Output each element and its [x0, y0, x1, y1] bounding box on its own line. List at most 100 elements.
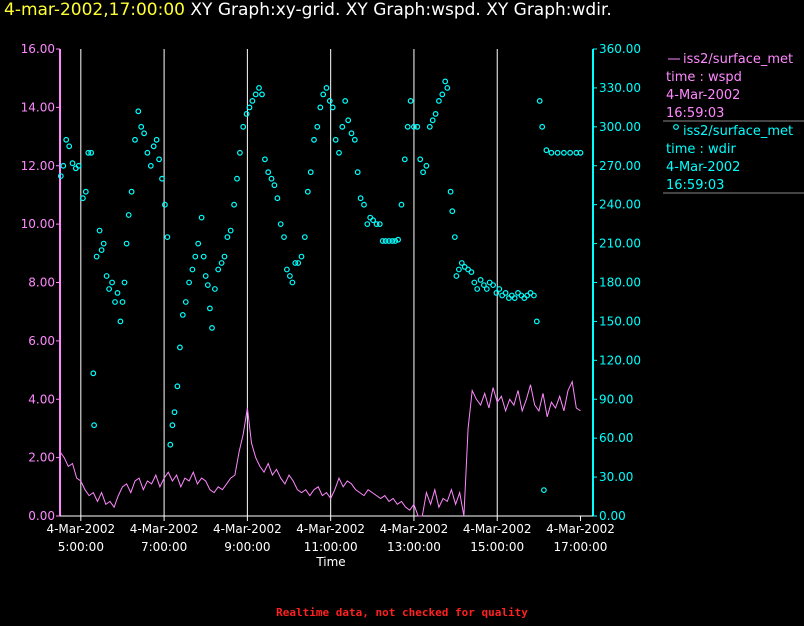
wdir-point	[153, 136, 160, 143]
legend-series-date: 4-Mar-2002	[666, 88, 740, 103]
wdir-point	[82, 188, 89, 195]
wdir-point	[496, 286, 503, 292]
wdir-point	[200, 253, 207, 260]
wdir-point	[249, 97, 256, 104]
wdir-point	[277, 221, 284, 228]
wdir-point	[287, 273, 293, 279]
wdir-point	[198, 214, 205, 221]
y-left-tick-label: 14.00	[21, 100, 55, 114]
x-tick-label-date: 4-Mar-2002	[546, 522, 615, 536]
y-right-tick-label: 60.00	[599, 431, 633, 445]
wdir-point	[109, 279, 115, 286]
quality-note: Realtime data, not checked for quality	[276, 606, 528, 619]
wdir-point	[66, 143, 73, 150]
wdir-point	[246, 104, 253, 111]
wdir-point	[103, 273, 110, 279]
wdir-point	[429, 117, 436, 124]
y-left-tick-label: 2.00	[28, 451, 55, 465]
y-left-tick-label: 8.00	[28, 276, 55, 290]
wdir-point	[57, 173, 64, 180]
wdir-point	[336, 149, 342, 156]
wdir-point	[411, 123, 417, 130]
wdir-point	[202, 273, 209, 279]
wdir-point	[231, 201, 238, 208]
x-tick-label-date: 4-Mar-2002	[213, 522, 282, 536]
wdir-point	[150, 143, 157, 150]
x-tick-label-time: 17:00:00	[554, 540, 608, 554]
wdir-point	[215, 266, 222, 273]
wdir-point	[295, 260, 302, 266]
wdir-point	[389, 238, 396, 244]
y-right-tick-label: 330.00	[599, 81, 641, 95]
legend-series-source: iss2/surface_met	[683, 124, 793, 139]
wdir-point	[521, 295, 528, 302]
wdir-point	[284, 266, 290, 273]
y-right-tick-label: 180.00	[599, 276, 641, 290]
wdir-point	[161, 201, 168, 208]
x-tick-label-date: 4-Mar-2002	[130, 522, 199, 536]
y-right-tick-label: 90.00	[599, 392, 633, 406]
x-tick-label-date: 4-Mar-2002	[46, 522, 115, 536]
wdir-point	[382, 238, 389, 244]
wdir-point	[339, 123, 346, 130]
y-right-tick-label: 270.00	[599, 159, 641, 173]
wdir-point	[453, 273, 460, 279]
wdir-point	[539, 123, 546, 130]
wdir-point	[567, 149, 573, 156]
wdir-point	[262, 156, 268, 163]
wdir-point	[289, 279, 296, 286]
wdir-point	[458, 260, 465, 266]
wdir-point	[236, 149, 243, 156]
wdir-point	[577, 149, 584, 156]
wdir-point	[252, 91, 259, 98]
x-tick-label-date: 4-Mar-2002	[463, 522, 532, 536]
wdir-point	[90, 370, 97, 377]
wdir-point	[227, 227, 234, 234]
wdir-point	[138, 123, 145, 130]
wdir-point	[304, 188, 311, 195]
wdir-point	[326, 97, 333, 104]
wdir-point	[91, 422, 97, 429]
wdir-point	[386, 238, 392, 244]
wdir-point	[317, 104, 324, 111]
wdir-point	[169, 422, 176, 429]
series-wdir	[57, 78, 584, 494]
y-left-tick-label: 12.00	[21, 159, 55, 173]
y-right-tick-label: 150.00	[599, 314, 641, 328]
wdir-point	[112, 299, 118, 305]
wdir-point	[554, 149, 561, 156]
wdir-point	[100, 240, 107, 247]
x-tick-label-time: 11:00:00	[304, 540, 358, 554]
wdir-point	[221, 253, 228, 260]
wdir-point	[543, 147, 550, 154]
wdir-point	[471, 279, 478, 286]
x-tick-label-date: 4-Mar-2002	[296, 522, 365, 536]
wdir-point	[541, 487, 547, 494]
wdir-point	[114, 290, 121, 296]
x-tick-label-time: 9:00:00	[224, 540, 270, 554]
wdir-point	[444, 84, 451, 91]
wdir-point	[370, 217, 377, 224]
wdir-point	[186, 279, 193, 286]
legend-series-time: 16:59:03	[666, 106, 724, 121]
y-right-tick-label: 30.00	[599, 470, 633, 484]
wdir-point	[156, 156, 163, 163]
wdir-point	[174, 383, 181, 390]
wdir-point	[481, 282, 487, 289]
wdir-point	[123, 240, 130, 247]
wdir-point	[436, 97, 442, 104]
wdir-point	[548, 149, 555, 156]
wdir-point	[298, 253, 305, 260]
x-tick-label-time: 7:00:00	[141, 540, 187, 554]
x-tick-label-time: 15:00:00	[470, 540, 524, 554]
wdir-point	[171, 409, 178, 416]
y-left-tick-label: 4.00	[28, 392, 55, 406]
wdir-point	[209, 325, 215, 331]
wdir-point	[192, 253, 199, 260]
wdir-point	[75, 162, 82, 169]
wdir-point	[398, 201, 405, 208]
wdir-point	[561, 149, 567, 156]
wdir-point	[69, 160, 76, 167]
